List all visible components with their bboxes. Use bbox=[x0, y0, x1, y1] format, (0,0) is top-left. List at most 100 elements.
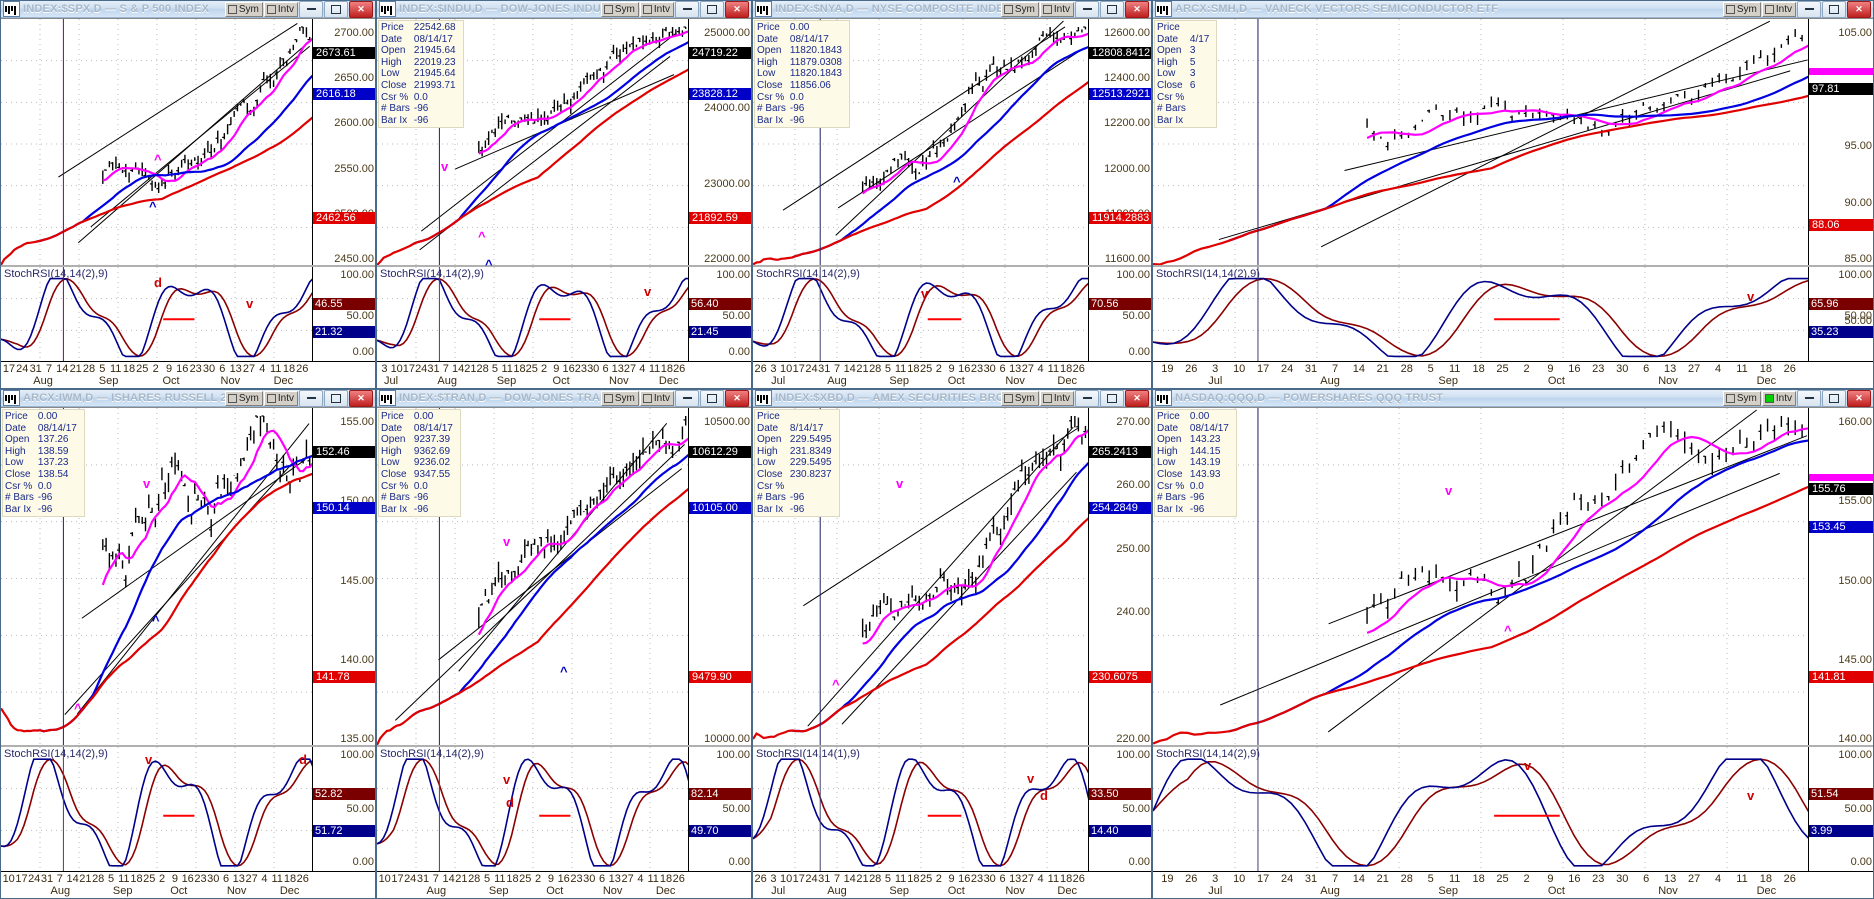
rsi-chart-spx[interactable]: StochRSI(14,14(2),9) d v 100.00 50.00 0.00 46.… bbox=[1, 265, 375, 362]
rsi-plot-qqq[interactable]: StochRSI(14,14(2),9) v v bbox=[1153, 747, 1809, 872]
maximize-button[interactable] bbox=[324, 0, 348, 18]
minimize-button[interactable] bbox=[675, 0, 699, 18]
price-plot-qqq[interactable]: v ^ bbox=[1153, 408, 1809, 749]
rsi-indicator-label: StochRSI(14,14(2),9) bbox=[4, 268, 108, 280]
sym-button[interactable]: Sym bbox=[1722, 390, 1761, 406]
price-plot-spx[interactable]: ^ ^ bbox=[1, 19, 313, 269]
price-plot-smh[interactable] bbox=[1153, 19, 1809, 269]
close-button[interactable]: ✕ bbox=[725, 0, 749, 18]
intv-button[interactable]: Intv bbox=[639, 1, 674, 17]
price-chart-nya[interactable]: v^12600.0012400.0012200.0012000.0011800.… bbox=[753, 19, 1151, 269]
rsi-plot-nya[interactable]: StochRSI(14,14(2),9) v bbox=[753, 267, 1089, 362]
price-plot-indu[interactable]: v ^ ^ bbox=[377, 19, 689, 269]
databox-label: Low bbox=[1157, 457, 1176, 469]
price-axis-indu[interactable]: 25000.00 24000.00 23000.00 22000.00 24719.22… bbox=[688, 19, 751, 269]
intv-button[interactable]: Intv bbox=[1039, 390, 1074, 406]
price-axis-qqq[interactable]: 160.00 155.00 150.00 145.00 140.00 155.76 153.… bbox=[1808, 408, 1873, 749]
minimize-button[interactable] bbox=[1075, 389, 1099, 407]
maximize-button[interactable] bbox=[1822, 0, 1846, 18]
date-month-label: Sep bbox=[889, 375, 909, 387]
rsi-axis-indu[interactable]: 100.00 50.00 0.00 56.40 21.45 bbox=[688, 267, 751, 362]
close-button[interactable]: ✕ bbox=[725, 389, 749, 407]
rsi-plot-spx[interactable]: StochRSI(14,14(2),9) d v bbox=[1, 267, 313, 362]
price-plot-iwm[interactable]: v ^ ^ bbox=[1, 408, 313, 749]
rsi-chart-tran[interactable]: StochRSI(14,14(2),9) v d 100.00 50.00 0.00 82.… bbox=[377, 745, 751, 872]
sym-button[interactable]: Sym bbox=[600, 1, 639, 17]
maximize-button[interactable] bbox=[1822, 389, 1846, 407]
sym-button[interactable]: Sym bbox=[600, 390, 639, 406]
panel-body-xbd: v^270.00260.00250.00240.00230.00220.0026… bbox=[753, 407, 1151, 898]
rsi-plot-xbd[interactable]: StochRSI(14,14(1),9) v d bbox=[753, 747, 1089, 872]
intv-button[interactable]: Intv bbox=[639, 390, 674, 406]
intv-button[interactable]: Intv bbox=[263, 1, 298, 17]
minimize-button[interactable] bbox=[1797, 0, 1821, 18]
price-plot-tran[interactable]: v ^ bbox=[377, 408, 689, 749]
rsi-chart-nya[interactable]: StochRSI(14,14(2),9) v 100.00 50.00 0.00 70.5… bbox=[753, 265, 1151, 362]
date-tick: 16 bbox=[958, 363, 971, 375]
maximize-button[interactable] bbox=[1100, 389, 1124, 407]
rsi-axis-xbd[interactable]: 100.00 50.00 0.00 33.50 14.40 bbox=[1088, 747, 1151, 872]
sym-button[interactable]: Sym bbox=[1000, 1, 1039, 17]
minimize-button[interactable] bbox=[675, 389, 699, 407]
rsi-plot-smh[interactable]: StochRSI(14,14(2),9) v bbox=[1153, 267, 1809, 362]
sym-button[interactable]: Sym bbox=[1000, 390, 1039, 406]
minimize-button[interactable] bbox=[299, 389, 323, 407]
close-button[interactable]: ✕ bbox=[1847, 389, 1871, 407]
rsi-axis-iwm[interactable]: 100.00 50.00 0.00 52.82 51.72 bbox=[312, 747, 375, 872]
titlebar-spx[interactable]: INDEX:$SPX,D — S & P 500 INDEX Sym Intv ✕ bbox=[1, 0, 375, 18]
sym-button[interactable]: Sym bbox=[224, 390, 263, 406]
titlebar-qqq[interactable]: NASDAQ:QQQ,D — POWERSHARES QQQ TRUST Sym I… bbox=[1153, 389, 1873, 407]
titlebar-iwm[interactable]: ARCX:IWM,D — ISHARES RUSSELL 2000 ETFSym… bbox=[1, 389, 375, 407]
rsi-plot-iwm[interactable]: StochRSI(14,14(2),9) v d bbox=[1, 747, 313, 872]
maximize-button[interactable] bbox=[1100, 0, 1124, 18]
price-chart-indu[interactable]: v ^ ^ 25000.00 24000.00 23000.00 22000.00 24719… bbox=[377, 19, 751, 269]
close-button[interactable]: ✕ bbox=[349, 389, 373, 407]
rsi-chart-iwm[interactable]: StochRSI(14,14(2),9) v d 100.00 50.00 0.00 52.… bbox=[1, 745, 375, 872]
price-axis-spx[interactable]: 2700.002650.002600.002550.002500.002450.… bbox=[312, 19, 375, 269]
maximize-button[interactable] bbox=[700, 0, 724, 18]
close-button[interactable]: ✕ bbox=[1847, 0, 1871, 18]
titlebar-nya[interactable]: INDEX:$NYA,D — NYSE COMPOSITE INDEX Sym In… bbox=[753, 0, 1151, 18]
titlebar-smh[interactable]: ARCX:SMH,D — VANECK VECTORS SEMICONDUCTO… bbox=[1153, 0, 1873, 18]
date-tick: 31 bbox=[818, 873, 831, 885]
maximize-button[interactable] bbox=[700, 389, 724, 407]
maximize-button[interactable] bbox=[324, 389, 348, 407]
price-chart-spx[interactable]: ^^2700.002650.002600.002550.002500.00245… bbox=[1, 19, 375, 269]
titlebar-xbd[interactable]: INDEX:$XBD,D — AMEX SECURITIES BROKER/DE… bbox=[753, 389, 1151, 407]
intv-button[interactable]: Intv bbox=[1761, 390, 1796, 406]
close-button[interactable]: ✕ bbox=[1125, 389, 1149, 407]
sym-button[interactable]: Sym bbox=[1722, 1, 1761, 17]
sym-button[interactable]: Sym bbox=[224, 1, 263, 17]
minimize-button[interactable] bbox=[299, 0, 323, 18]
minimize-button[interactable] bbox=[1797, 389, 1821, 407]
intv-button[interactable]: Intv bbox=[263, 390, 298, 406]
intv-button[interactable]: Intv bbox=[1761, 1, 1796, 17]
rsi-axis-smh[interactable]: 100.00 50.00 65.96 50.00 35.23 bbox=[1808, 267, 1873, 362]
rsi-axis-spx[interactable]: 100.00 50.00 0.00 46.55 21.32 bbox=[312, 267, 375, 362]
rsi-axis-tran[interactable]: 100.00 50.00 0.00 82.14 49.70 bbox=[688, 747, 751, 872]
close-button[interactable]: ✕ bbox=[349, 0, 373, 18]
rsi-plot-indu[interactable]: StochRSI(14,14(2),9) v bbox=[377, 267, 689, 362]
databox-row: Csr % 0.0 bbox=[381, 92, 460, 104]
rsi-chart-xbd[interactable]: StochRSI(14,14(1),9) v d 100.00 50.00 0.00 33.… bbox=[753, 745, 1151, 872]
rsi-chart-smh[interactable]: StochRSI(14,14(2),9) v 100.00 50.00 65.96 50.… bbox=[1153, 265, 1873, 362]
rsi-chart-indu[interactable]: StochRSI(14,14(2),9) v 100.00 50.00 0.00 56.4… bbox=[377, 265, 751, 362]
titlebar-indu[interactable]: INDEX:$INDU,D — DOW-JONES INDUSTRIALSSym… bbox=[377, 0, 751, 18]
titlebar-tran[interactable]: INDEX:$TRAN,D — DOW-JONES TRANSPORTATION… bbox=[377, 389, 751, 407]
rsi-chart-qqq[interactable]: StochRSI(14,14(2),9) v v 100.00 50.00 0.00 51.… bbox=[1153, 745, 1873, 872]
rsi-axis-qqq[interactable]: 100.00 50.00 0.00 51.54 3.99 bbox=[1808, 747, 1873, 872]
date-month-label: Sep bbox=[1438, 885, 1458, 897]
price-chart-qqq[interactable]: v ^ 160.00 155.00 150.00 145.00 140.00 155.76 15… bbox=[1153, 408, 1873, 749]
price-axis-nya[interactable]: 12600.0012400.0012200.0012000.0011800.00… bbox=[1088, 19, 1151, 269]
price-axis-xbd[interactable]: 270.00260.00250.00240.00230.00220.00265.… bbox=[1088, 408, 1151, 749]
rsi-axis-nya[interactable]: 100.00 50.00 0.00 70.56 bbox=[1088, 267, 1151, 362]
databox-row: Price 0.00 bbox=[1157, 411, 1233, 423]
close-button[interactable]: ✕ bbox=[1125, 0, 1149, 18]
intv-button[interactable]: Intv bbox=[1039, 1, 1074, 17]
minimize-button[interactable] bbox=[1075, 0, 1099, 18]
price-axis-iwm[interactable]: 155.00 150.00 145.00 140.00 135.00 152.46 150.… bbox=[312, 408, 375, 749]
rsi-plot-tran[interactable]: StochRSI(14,14(2),9) v d bbox=[377, 747, 689, 872]
price-axis-tran[interactable]: 10500.00 10000.00 10612.29 10105.00 9479.90 bbox=[688, 408, 751, 749]
